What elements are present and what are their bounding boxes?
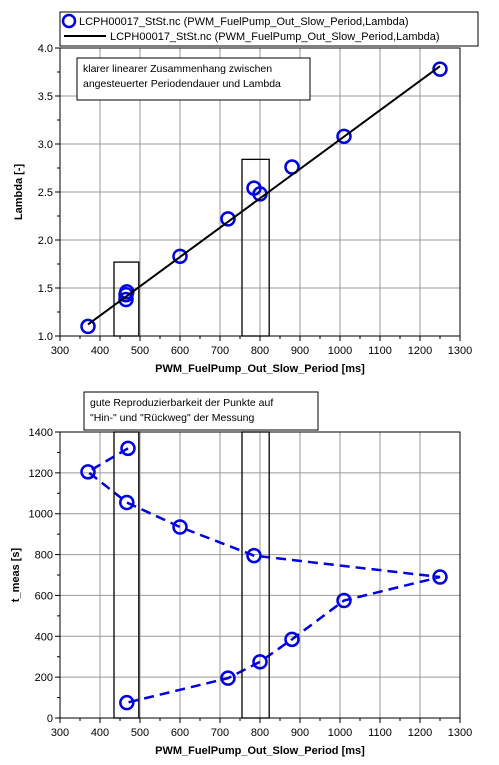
tmeas-y-tick-label: 1000 — [29, 509, 53, 521]
tmeas-y-tick-label: 1400 — [29, 427, 53, 439]
tmeas-data-point — [80, 464, 96, 480]
tmeas-highlight-box — [113, 431, 140, 719]
lambda-x-tick-label: 700 — [211, 345, 229, 357]
lambda-y-axis-title: Lambda [-] — [13, 164, 25, 221]
lambda-y-tick-label: 2.0 — [38, 235, 53, 247]
tmeas-y-tick-label: 800 — [35, 550, 53, 562]
tmeas-data-point — [120, 440, 136, 457]
lambda-x-tick-label: 300 — [51, 345, 69, 357]
tmeas-x-tick-label: 900 — [291, 727, 309, 739]
lambda-x-tick-label: 1100 — [368, 345, 392, 357]
lambda-x-tick-label: 1200 — [408, 345, 432, 357]
lambda-x-tick-label: 600 — [171, 345, 189, 357]
tmeas-y-axis-title: t_meas [s] — [10, 547, 22, 602]
tmeas-x-tick-label: 300 — [51, 727, 69, 739]
legend-box — [59, 11, 479, 47]
tmeas-x-tick-label: 700 — [211, 727, 229, 739]
lambda-y-tick-label: 3.0 — [38, 139, 53, 151]
lambda-y-tick-label: 3.5 — [38, 91, 53, 103]
lambda-y-tick-label: 1.5 — [38, 283, 53, 295]
lambda-data-point — [284, 159, 300, 175]
tmeas-y-tick-label: 200 — [35, 672, 53, 684]
lambda-y-tick-label: 2.5 — [38, 187, 53, 199]
lambda-data-point — [336, 128, 352, 145]
legend-marker-circle — [61, 13, 77, 29]
tmeas-y-tick-label: 1200 — [29, 468, 53, 480]
lambda-y-tick-label: 4.0 — [38, 43, 53, 55]
lambda-data-point — [432, 61, 448, 77]
tmeas-x-tick-label: 500 — [131, 727, 149, 739]
lambda-annotation-line: klarer linearer Zusammenhang zwischen — [83, 63, 272, 75]
tmeas-x-tick-label: 1000 — [328, 727, 352, 739]
tmeas-data-point — [119, 494, 135, 511]
legend-entry-line: LCPH00017_StSt.nc (PWM_FuelPump_Out_Slow… — [110, 31, 440, 43]
overlay-layer: LCPH00017_StSt.nc (PWM_FuelPump_Out_Slow… — [59, 11, 479, 719]
lambda-x-axis-title: PWM_FuelPump_Out_Slow_Period [ms] — [155, 363, 365, 375]
lambda-x-tick-label: 400 — [91, 345, 109, 357]
tmeas-annotation-box — [83, 391, 319, 431]
tmeas-data-point — [119, 694, 135, 711]
tmeas-data-point — [246, 547, 262, 564]
lambda-data-point — [172, 248, 188, 265]
tmeas-data-point — [284, 631, 300, 648]
tmeas-x-tick-label: 400 — [91, 727, 109, 739]
tmeas-annotation-line: gute Reproduzierbarkeit der Punkte auf — [90, 397, 273, 409]
tmeas-x-tick-label: 1100 — [368, 727, 392, 739]
tmeas-data-point — [172, 519, 188, 535]
tmeas-x-tick-label: 1200 — [408, 727, 432, 739]
lambda-x-tick-label: 500 — [131, 345, 149, 357]
tmeas-highlight-box — [241, 431, 270, 719]
lambda-x-tick-label: 800 — [251, 345, 269, 357]
lambda-fit-line — [87, 65, 441, 326]
lambda-x-tick-label: 1000 — [328, 345, 352, 357]
tmeas-x-axis-title: PWM_FuelPump_Out_Slow_Period [ms] — [155, 745, 365, 757]
tmeas-y-tick-label: 600 — [35, 590, 53, 602]
tmeas-data-point — [220, 670, 236, 686]
tmeas-dashed-series-line — [85, 447, 441, 704]
tmeas-y-tick-label: 0 — [47, 713, 53, 725]
lambda-y-tick-label: 1.0 — [38, 331, 53, 343]
lambda-data-point — [118, 291, 134, 308]
legend-entry-markers: LCPH00017_StSt.nc (PWM_FuelPump_Out_Slow… — [79, 16, 409, 28]
tmeas-y-tick-label: 400 — [35, 631, 53, 643]
lambda-annotation-box — [76, 57, 311, 101]
tmeas-data-point — [336, 592, 352, 609]
lambda-annotation-line: angesteuerter Periodendauer und Lambda — [83, 78, 281, 90]
tmeas-x-tick-label: 1300 — [448, 727, 472, 739]
lambda-plot: 300 400 500 600 700 800 900 1000 1100 1200 1300 1.0… — [13, 43, 472, 375]
lambda-x-tick-label: 900 — [291, 345, 309, 357]
lambda-highlight-box — [113, 261, 140, 337]
tmeas-plot: 300 400 500 600 700 800 900 1000 1100 1200 1300 0 20… — [10, 391, 472, 757]
tmeas-data-point — [252, 654, 268, 670]
tmeas-annotation-line: "Hin-" und "Rückweg" der Messung — [90, 412, 254, 424]
lambda-data-point — [80, 318, 96, 335]
lambda-x-tick-label: 1300 — [448, 345, 472, 357]
tmeas-data-point — [432, 569, 448, 585]
tmeas-x-tick-label: 800 — [251, 727, 269, 739]
lambda-data-point — [220, 211, 236, 227]
tmeas-x-tick-label: 600 — [171, 727, 189, 739]
lambda-highlight-box — [241, 158, 270, 337]
